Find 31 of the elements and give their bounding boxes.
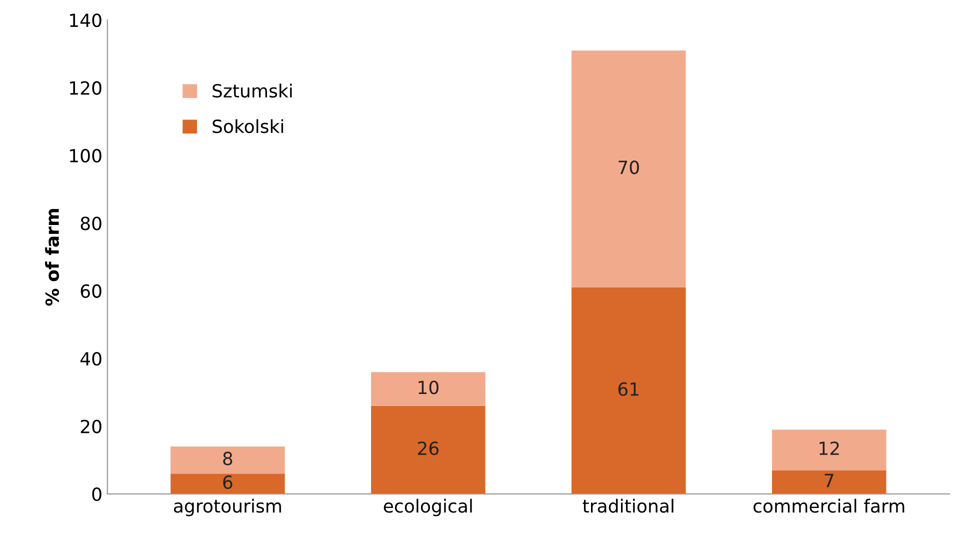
data-label: 8 <box>223 452 232 466</box>
y-axis-title: % of farm <box>45 209 60 306</box>
bar <box>772 470 886 494</box>
data-label: 10 <box>418 380 438 394</box>
x-tick-label: ecological <box>384 498 472 516</box>
data-label: 7 <box>824 474 834 488</box>
bar <box>572 287 686 494</box>
y-tick-label: 140 <box>70 13 102 28</box>
bar <box>371 372 486 406</box>
y-tick-label: 100 <box>70 148 102 163</box>
legend-label: Sztumski <box>212 84 292 98</box>
bar <box>170 474 285 494</box>
data-label: 70 <box>618 160 639 174</box>
y-tick-label: 80 <box>80 216 102 230</box>
data-label: 61 <box>618 382 638 396</box>
legend-label: Sokolski <box>212 119 284 134</box>
x-tick-label: commercial farm <box>754 498 904 513</box>
x-tick-label: agrotourism <box>174 498 281 516</box>
y-tick-label: 0 <box>92 487 102 502</box>
data-label: 6 <box>223 475 232 490</box>
bar <box>371 406 486 494</box>
data-label: 26 <box>418 442 439 456</box>
y-tick-label: 120 <box>70 81 102 95</box>
y-tick-label: 60 <box>80 284 102 298</box>
bar <box>572 50 686 288</box>
bar <box>170 446 285 474</box>
data-label: 12 <box>820 442 839 455</box>
y-tick-label: 20 <box>80 420 102 434</box>
y-tick-label: 40 <box>80 352 102 366</box>
x-tick-label: traditional <box>582 498 674 513</box>
bar <box>772 430 886 470</box>
